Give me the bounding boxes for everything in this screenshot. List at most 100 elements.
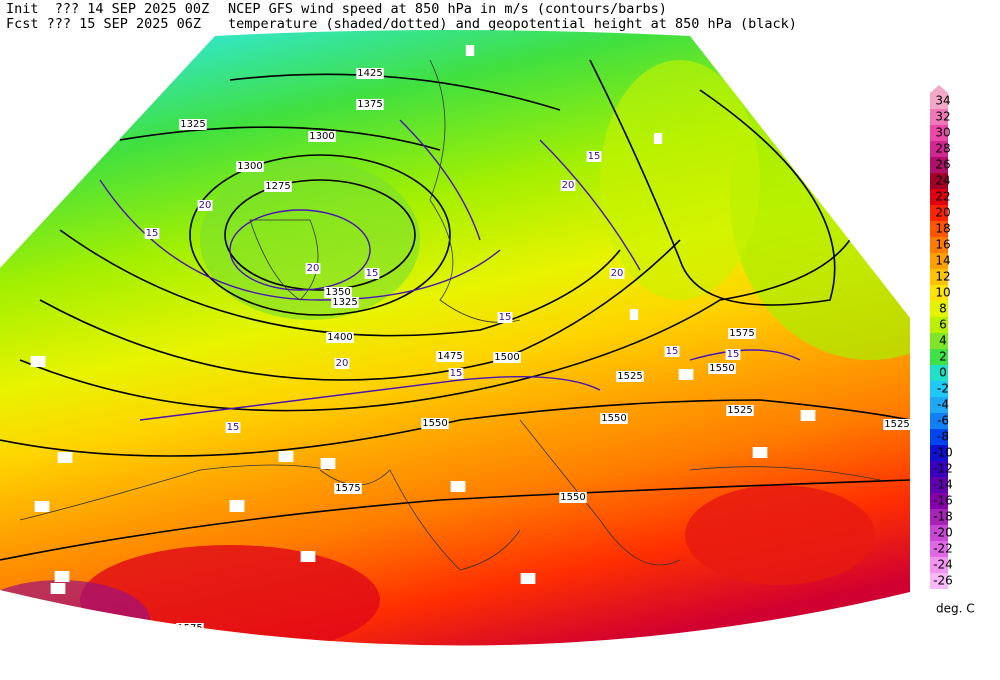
colorbar-label: -8 — [937, 430, 949, 444]
height-label-bg — [264, 181, 292, 192]
temp-label: 8 — [655, 133, 661, 144]
height-label: 1300 — [309, 131, 334, 142]
colorbar-swatch — [930, 237, 948, 253]
colorbar-swatch — [930, 253, 948, 269]
colorbar-label: 30 — [935, 126, 950, 140]
wind-label: 15 — [450, 368, 463, 379]
height-label-bg — [600, 413, 628, 424]
temp-label-bg — [300, 551, 316, 562]
height-label-bg — [559, 492, 587, 503]
colorbar-swatch — [930, 365, 948, 381]
colorbar-label: -12 — [933, 462, 953, 476]
wind-label: 20 — [611, 268, 624, 279]
height-label-bg — [331, 297, 359, 308]
colorbar-label: 6 — [939, 318, 947, 332]
height-label: 1575 — [335, 483, 360, 494]
colorbar-swatch — [930, 349, 948, 365]
title-line-1: NCEP GFS wind speed at 850 hPa in m/s (c… — [228, 1, 667, 17]
height-label: 1325 — [332, 297, 357, 308]
wind-label: 20 — [336, 358, 349, 369]
wind-label: 15 — [588, 151, 601, 162]
colorbar-label: 8 — [939, 302, 947, 316]
colorbar-label: 12 — [935, 270, 950, 284]
height-label: 1550 — [709, 363, 734, 374]
temp-label: 22 — [52, 583, 65, 594]
wind-label-bg — [305, 263, 321, 274]
height-label: 1425 — [357, 68, 382, 79]
wind-label-bg — [560, 180, 576, 191]
colorbar-label: -24 — [933, 558, 953, 572]
temp-label-bg — [678, 369, 694, 380]
temp-label-bg — [57, 452, 73, 463]
height-label-bg — [236, 161, 264, 172]
colorbar-label: -6 — [937, 414, 949, 428]
temp-label: 18 — [522, 573, 535, 584]
temp-label-bg — [653, 133, 663, 144]
colorbar-swatch — [930, 429, 948, 445]
title-line-2: temperature (shaded/dotted) and geopoten… — [228, 16, 797, 32]
colorbar-label: 32 — [935, 110, 950, 124]
height-label: 1400 — [327, 332, 352, 343]
temp-label: 12 — [802, 410, 815, 421]
colorbar-label: 10 — [935, 286, 950, 300]
height-label-bg — [421, 418, 449, 429]
height-label-bg — [726, 405, 754, 416]
height-label: 1325 — [180, 119, 205, 130]
temp-label: 14 — [754, 447, 767, 458]
height-label: 1575 — [729, 328, 754, 339]
colorbar-label: 20 — [935, 206, 950, 220]
temp-label: 12 — [59, 452, 72, 463]
temp-label: 14 — [322, 458, 335, 469]
wind-label-bg — [586, 151, 602, 162]
temp-label-bg — [278, 451, 294, 462]
height-label: 1525 — [884, 419, 909, 430]
temp-label: 10 — [32, 356, 45, 367]
colorbar-label: 16 — [935, 238, 950, 252]
height-label: 1475 — [437, 351, 462, 362]
colorbar-swatch — [930, 573, 948, 589]
height-label: 1525 — [617, 371, 642, 382]
colorbar-swatch — [930, 301, 948, 317]
wind-label-bg — [609, 268, 625, 279]
temp-label-bg — [50, 583, 66, 594]
colorbar-swatch — [930, 93, 948, 109]
height-label-bg — [616, 371, 644, 382]
colorbar-swatch — [930, 173, 948, 189]
height-label-bg — [324, 287, 352, 298]
colorbar-label: -10 — [933, 446, 953, 460]
temp-label: 14 — [36, 501, 49, 512]
colorbar-swatch — [930, 445, 948, 461]
colorbar-swatch — [930, 477, 948, 493]
colorbar-swatch — [930, 317, 948, 333]
colorbar-swatch — [930, 381, 948, 397]
height-label-bg — [308, 131, 336, 142]
wind-label-bg — [225, 422, 241, 433]
colorbar-label: -2 — [937, 382, 949, 396]
height-label: 1550 — [422, 418, 447, 429]
wind-label: 20 — [199, 200, 212, 211]
colorbar-label: 2 — [939, 350, 947, 364]
temp-label: 12 — [280, 451, 293, 462]
height-label-bg — [708, 363, 736, 374]
temp-label-bg — [450, 481, 466, 492]
wind-label-bg — [497, 312, 513, 323]
temp-label: 8 — [467, 45, 473, 56]
height-contours — [0, 59, 910, 561]
colorbar-swatch — [930, 461, 948, 477]
colorbar-swatch — [930, 285, 948, 301]
temperature-region — [685, 485, 875, 585]
colorbar-label: 18 — [935, 222, 950, 236]
wind-label-bg — [664, 346, 680, 357]
colorbar-swatch — [930, 157, 948, 173]
height-label-bg — [179, 119, 207, 130]
height-label: 1525 — [727, 405, 752, 416]
colorbar-label: 24 — [935, 174, 950, 188]
colorbar-swatch — [930, 413, 948, 429]
temperature-region — [730, 40, 910, 360]
height-label: 1550 — [560, 492, 585, 503]
colorbar-label: 4 — [939, 334, 947, 348]
wind-label-bg — [725, 349, 741, 360]
height-label: 1375 — [357, 99, 382, 110]
temperature-region — [600, 60, 760, 300]
